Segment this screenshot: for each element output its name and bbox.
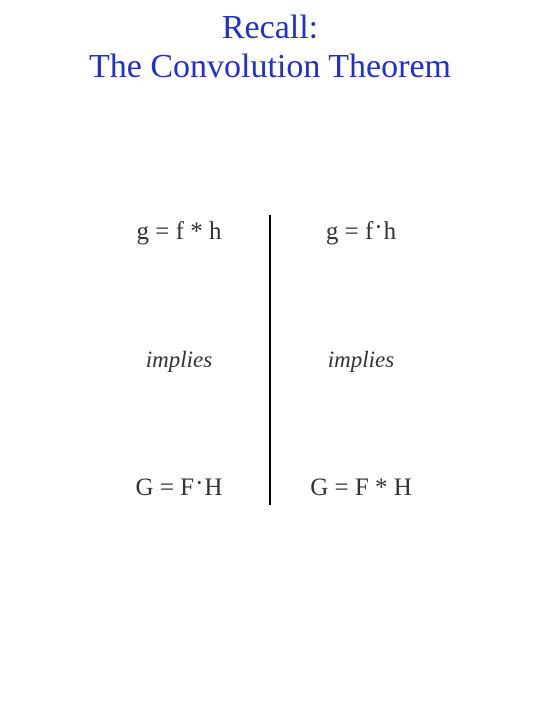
slide-title: Recall: The Convolution Theorem [0,0,540,86]
title-line-1: Recall: [0,8,540,47]
theorem-content: g = f * h implies G = F·H g = f·h implie… [0,200,540,520]
right-column: g = f·h implies G = F * H [271,200,451,520]
right-bottom-equation: G = F * H [310,474,412,502]
left-implies: implies [146,347,212,373]
two-column-layout: g = f * h implies G = F·H g = f·h implie… [89,200,451,520]
right-top-equation: g = f·h [326,218,396,246]
left-bottom-equation: G = F·H [136,474,223,502]
right-implies: implies [328,347,394,373]
left-top-equation: g = f * h [137,218,222,246]
title-line-2: The Convolution Theorem [0,47,540,86]
left-column: g = f * h implies G = F·H [89,200,269,520]
